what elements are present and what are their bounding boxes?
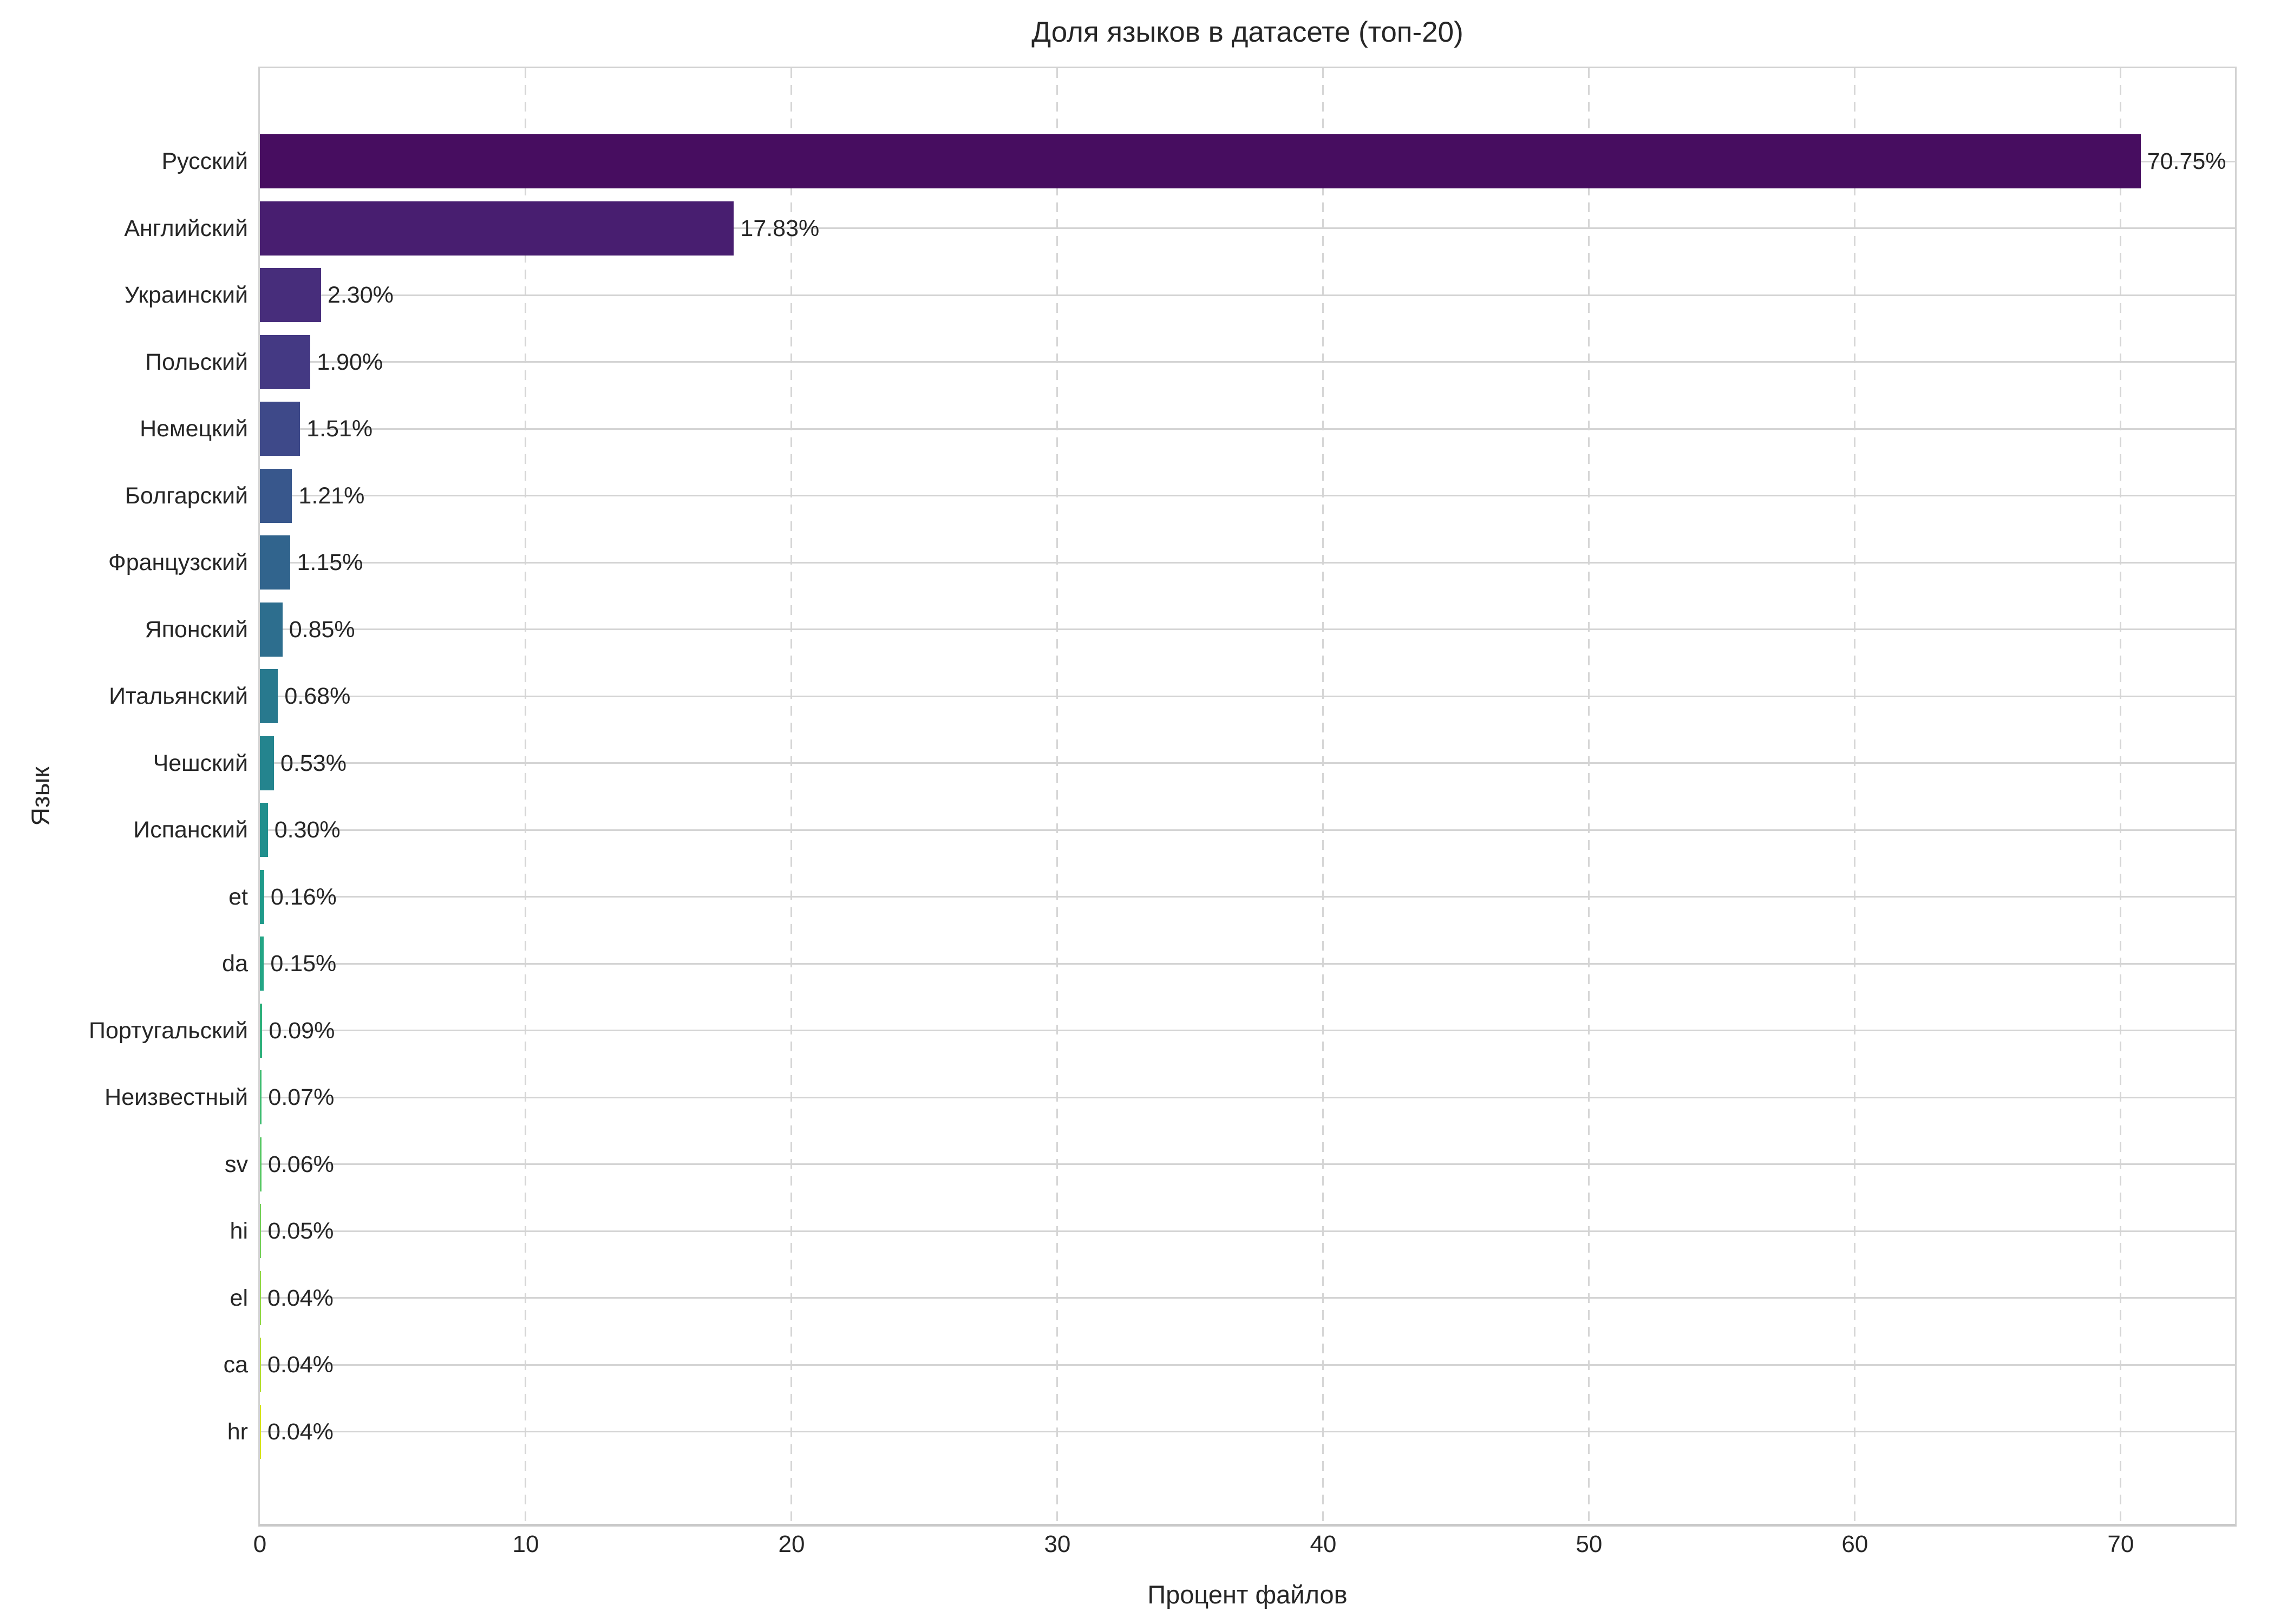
bar-10: [260, 736, 275, 790]
bar-20: [260, 1404, 261, 1459]
category-tick-label: Английский: [124, 215, 248, 241]
bar-4: [260, 335, 311, 389]
category-tick-label: et: [228, 883, 248, 910]
category-tick-label: hi: [230, 1218, 248, 1244]
category-tick-label: Немецкий: [140, 416, 248, 442]
v-gridline-10: [525, 68, 527, 1524]
v-gridline-20: [790, 68, 793, 1524]
bar-value-label: 0.04%: [267, 1418, 334, 1445]
h-gridline: [260, 896, 2235, 898]
category-tick-label: Русский: [161, 148, 248, 174]
h-gridline: [260, 1431, 2235, 1432]
h-gridline: [260, 695, 2235, 697]
category-tick-label: Испанский: [133, 817, 248, 843]
bar-value-label: 0.85%: [289, 616, 355, 643]
bar-13: [260, 937, 264, 991]
bar-value-label: 0.06%: [267, 1151, 334, 1177]
category-tick-label: Французский: [108, 549, 248, 575]
x-tick-label: 60: [1841, 1531, 1868, 1557]
x-tick-label: 0: [253, 1531, 267, 1557]
bar-value-label: 0.04%: [267, 1352, 334, 1378]
bar-17: [260, 1204, 262, 1258]
category-tick-label: Португальский: [89, 1017, 248, 1044]
category-tick-label: sv: [225, 1151, 248, 1177]
y-axis-label: Язык: [26, 767, 55, 826]
category-tick-label: ca: [223, 1352, 248, 1378]
category-tick-label: Чешский: [153, 750, 248, 776]
h-gridline: [260, 628, 2235, 630]
v-gridline-70: [2120, 68, 2122, 1524]
category-tick-label: el: [230, 1285, 248, 1311]
bar-19: [260, 1338, 261, 1392]
v-gridline-30: [1056, 68, 1058, 1524]
bar-16: [260, 1137, 262, 1191]
bar-value-label: 2.30%: [327, 282, 394, 308]
h-gridline: [260, 361, 2235, 363]
bar-11: [260, 803, 268, 857]
h-gridline: [260, 294, 2235, 296]
bar-value-label: 0.68%: [284, 683, 351, 709]
bar-6: [260, 468, 292, 523]
bar-value-label: 1.90%: [317, 349, 383, 375]
category-tick-label: Польский: [145, 349, 248, 375]
bar-15: [260, 1070, 262, 1124]
x-tick-label: 30: [1044, 1531, 1071, 1557]
bar-8: [260, 602, 283, 657]
bar-value-label: 1.51%: [306, 416, 373, 442]
category-tick-label: Японский: [145, 616, 248, 643]
bar-3: [260, 268, 321, 322]
bar-value-label: 70.75%: [2147, 148, 2226, 174]
plot-area: 70.75% 17.83% 2.30% 1.90% 1.51% 1.21% 1.15% 0.8…: [258, 67, 2237, 1527]
bar-5: [260, 402, 300, 456]
h-gridline: [260, 829, 2235, 831]
bar-12: [260, 869, 264, 924]
bar-value-label: 0.53%: [280, 750, 347, 776]
bar-9: [260, 669, 278, 723]
bar-value-label: 0.07%: [268, 1084, 335, 1110]
bar-value-label: 0.15%: [270, 951, 337, 977]
category-tick-label: Итальянский: [109, 683, 248, 709]
h-gridline: [260, 1364, 2235, 1366]
v-gridline-60: [1854, 68, 1856, 1524]
bar-value-label: 0.30%: [274, 817, 341, 843]
x-axis-label: Процент файлов: [1147, 1580, 1348, 1609]
h-gridline: [260, 962, 2235, 965]
h-gridline: [260, 1096, 2235, 1098]
h-gridline: [260, 1163, 2235, 1165]
x-tick-label: 50: [1576, 1531, 1603, 1557]
h-gridline: [260, 428, 2235, 430]
bar-1: [260, 134, 2141, 188]
x-tick-label: 70: [2107, 1531, 2134, 1557]
category-tick-label: Неизвестный: [104, 1084, 248, 1110]
h-gridline: [260, 495, 2235, 496]
bar-14: [260, 1003, 263, 1058]
bar-value-label: 0.09%: [269, 1017, 335, 1044]
h-gridline: [260, 1230, 2235, 1232]
category-tick-label: Болгарский: [125, 482, 248, 509]
category-tick-label: da: [222, 951, 248, 977]
chart-title: Доля языков в датасете (топ-20): [1031, 16, 1463, 48]
bar-18: [260, 1271, 261, 1325]
h-gridline: [260, 561, 2235, 564]
v-gridline-50: [1588, 68, 1590, 1524]
bar-value-label: 1.21%: [298, 482, 365, 509]
h-gridline: [260, 1297, 2235, 1299]
x-tick-label: 20: [778, 1531, 805, 1557]
x-tick-label: 10: [512, 1531, 539, 1557]
category-tick-label: hr: [227, 1418, 248, 1445]
h-gridline: [260, 227, 2235, 229]
bar-value-label: 0.04%: [267, 1285, 334, 1311]
bar-value-label: 1.15%: [297, 549, 363, 575]
x-tick-label: 40: [1310, 1531, 1337, 1557]
bar-value-label: 17.83%: [740, 215, 820, 241]
h-gridline: [260, 1030, 2235, 1031]
bar-7: [260, 535, 291, 590]
category-tick-label: Украинский: [124, 282, 248, 308]
bar-value-label: 0.05%: [267, 1218, 334, 1244]
v-gridline-40: [1322, 68, 1324, 1524]
h-gridline: [260, 762, 2235, 764]
bar-value-label: 0.16%: [270, 883, 337, 910]
bar-2: [260, 201, 734, 256]
